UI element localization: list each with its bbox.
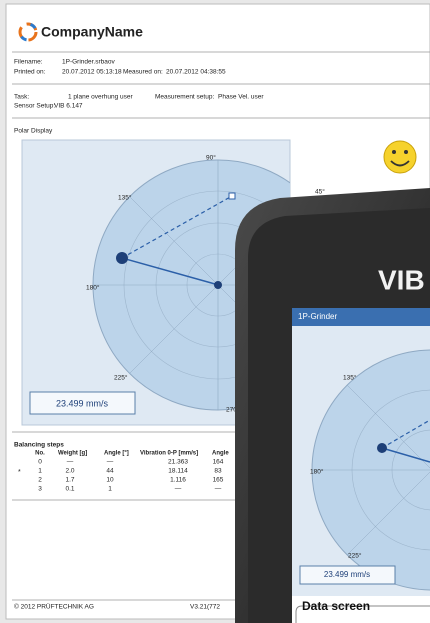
row-marker: * — [18, 469, 21, 476]
label: Measurement setup: — [155, 94, 214, 101]
section-title: Polar Display — [14, 128, 53, 135]
table-cell: — — [215, 486, 222, 493]
table-cell: — — [175, 486, 182, 493]
company-name: CompanyName — [41, 24, 143, 40]
table-cell: 10 — [106, 477, 114, 484]
label: Printed on: — [14, 69, 46, 76]
table-header: Weight [g] — [58, 451, 87, 457]
table-cell: 2.0 — [65, 468, 74, 475]
table-cell: 2 — [38, 477, 42, 484]
smiley — [384, 141, 416, 173]
value: 20.07.2012 04:38:55 — [166, 69, 226, 76]
table-header: No. — [35, 451, 45, 457]
table-cell: 3 — [38, 486, 42, 493]
table-cell: — — [67, 459, 74, 466]
table-cell: 1.7 — [65, 477, 74, 484]
value: 1P-Grinder.srbaov — [62, 59, 115, 66]
angle-label: 180° — [86, 284, 100, 292]
angle-label: 135° — [343, 374, 357, 382]
brand: VIB — [378, 264, 425, 295]
screen-title: 1P-Grinder — [298, 312, 337, 321]
section-title: Data screen — [302, 599, 370, 613]
table-cell: 21.363 — [168, 459, 188, 466]
angle-label: 90° — [206, 154, 216, 162]
table-header: Angle [°] — [104, 451, 129, 457]
value: 20.07.2012 05:13:18 — [62, 69, 122, 76]
table-header: Angle — [212, 451, 229, 457]
angle-label: 225° — [348, 552, 362, 560]
table-header: Vibration 0-P [mm/s] — [140, 451, 198, 457]
table-cell: 44 — [106, 468, 114, 475]
table-cell: 0 — [38, 459, 42, 466]
value: 23.499 mm/s — [56, 398, 109, 408]
table-cell: 1.116 — [170, 477, 186, 484]
value: 23.499 mm/s — [324, 570, 370, 579]
label: Filename: — [14, 59, 43, 66]
table-cell: 164 — [213, 459, 224, 466]
value: Phase Vel. user — [218, 94, 264, 101]
table-cell: — — [107, 459, 114, 466]
table-cell: 83 — [214, 468, 222, 475]
table-cell: 165 — [213, 477, 224, 484]
value: VIB 6.147 — [54, 103, 83, 110]
label: Task: — [14, 94, 29, 101]
copyright: © 2012 PRÜFTECHNIK AG — [14, 603, 94, 611]
label: Sensor Setup: — [14, 103, 55, 110]
angle-label: 225° — [114, 374, 128, 382]
angle-label: 180° — [310, 468, 324, 476]
table-cell: 0.1 — [65, 486, 74, 493]
page: CompanyName Filename: 1P-Grinder.srbaov … — [0, 0, 430, 623]
angle-label: 135° — [118, 194, 132, 202]
table-cell: 1 — [38, 468, 42, 475]
table-title: Balancing steps — [14, 442, 64, 449]
table-cell: 1 — [108, 486, 112, 493]
value: 1 plane overhung user — [68, 94, 134, 101]
label: Measured on: — [123, 69, 163, 76]
version: V3.21(772 — [190, 604, 220, 611]
table-cell: 18.114 — [168, 468, 188, 475]
angle-label: 45° — [315, 188, 325, 196]
